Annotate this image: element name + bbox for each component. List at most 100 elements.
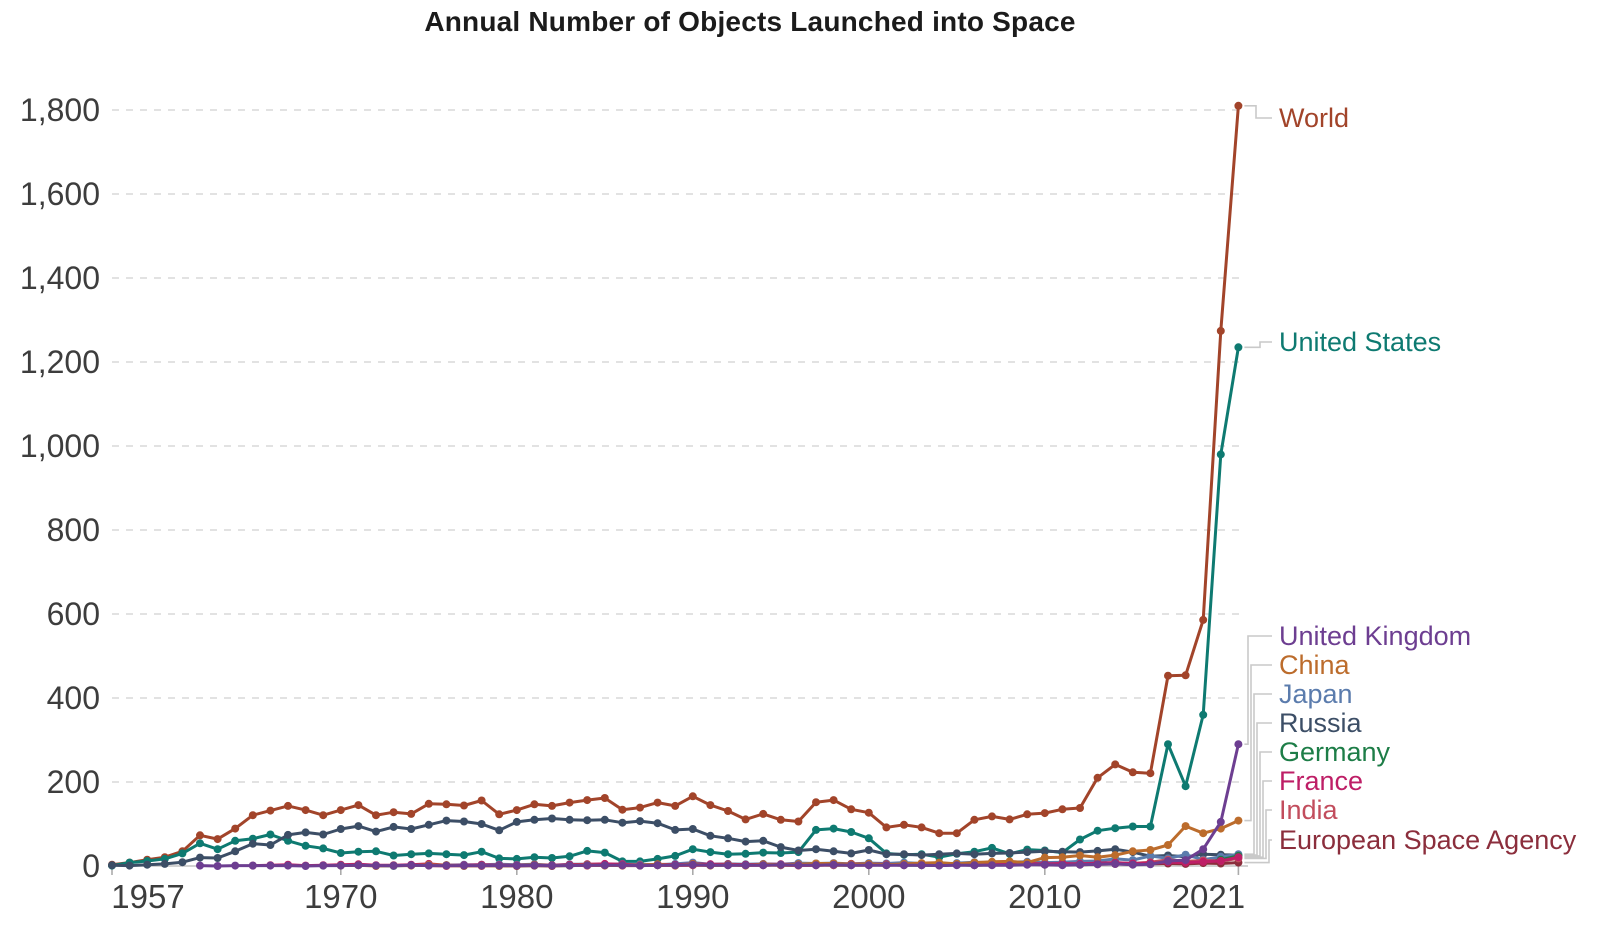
data-point-russia [160,859,169,868]
data-point-russia [442,816,451,825]
data-point-world [336,806,345,815]
data-point-russia [759,836,768,845]
data-point-united-kingdom [741,861,750,870]
data-point-united-states [671,851,680,860]
data-point-world [1023,810,1032,819]
legend-label-france[interactable]: France [1279,766,1363,796]
data-point-world [565,798,574,807]
data-point-united-states [1111,824,1120,833]
data-point-united-states [319,844,328,853]
legend-label-germany[interactable]: Germany [1279,737,1391,767]
x-tick-label: 1980 [480,878,553,915]
data-point-russia [917,851,926,860]
x-tick-label: 1990 [656,878,729,915]
data-point-united-kingdom [495,861,504,870]
data-point-world [741,815,750,824]
data-point-world [952,829,961,838]
data-point-united-states [442,850,451,859]
data-point-world [917,823,926,832]
data-point-united-states [389,851,398,860]
legend-connector-china [1244,664,1272,822]
data-point-world [284,801,292,810]
x-tick-label: 1957 [111,878,184,915]
data-point-united-kingdom [917,861,926,870]
y-tick-label: 1,600 [20,176,100,212]
data-point-united-kingdom [424,861,433,870]
legend-label-world[interactable]: World [1279,103,1349,133]
y-tick-label: 600 [47,596,100,632]
data-point-world [600,794,609,802]
data-point-russia [108,861,116,870]
legend-label-united-states[interactable]: United States [1279,327,1441,357]
data-point-russia [407,825,416,833]
data-point-world [882,823,891,832]
data-point-united-kingdom [706,861,715,870]
data-point-united-states [495,854,504,863]
data-point-russia [1005,849,1014,857]
data-point-united-states [1234,343,1243,352]
data-point-united-states [213,845,222,854]
data-point-france [1216,857,1225,865]
data-point-russia [706,831,715,840]
data-point-united-kingdom [565,861,574,870]
data-point-russia [882,850,891,859]
data-point-united-kingdom [1199,845,1208,854]
y-tick-label: 1,200 [20,344,100,380]
legend-connector-germany [1244,751,1272,857]
data-point-united-kingdom [935,861,944,870]
x-tick-label: 2010 [1008,878,1081,915]
data-point-world [759,809,768,818]
legend-label-india[interactable]: India [1279,795,1339,825]
data-point-united-kingdom [847,861,856,870]
data-point-united-states [1146,822,1155,831]
data-point-world [372,811,380,820]
data-point-united-kingdom [442,861,451,870]
legend-label-united-kingdom[interactable]: United Kingdom [1279,621,1471,651]
data-point-russia [196,853,204,862]
data-point-world [1040,809,1049,818]
data-point-united-kingdom [636,861,644,870]
data-point-world [653,798,662,807]
data-point-world [900,820,908,829]
data-point-united-states [424,849,433,858]
data-point-world [266,806,275,815]
data-point-russia [688,825,697,833]
data-point-united-kingdom [1234,740,1243,749]
legend-label-china[interactable]: China [1279,650,1351,680]
legend-connector-japan [1244,693,1272,855]
data-point-china [1181,822,1190,831]
data-point-united-kingdom [688,860,697,869]
data-point-world [706,801,715,810]
data-point-united-kingdom [1164,857,1172,865]
data-point-united-kingdom [319,861,328,870]
data-point-united-kingdom [988,861,996,870]
data-point-united-kingdom [900,861,908,870]
data-point-united-states [776,849,785,857]
legend-label-european-space-agency[interactable]: European Space Agency [1279,825,1577,855]
data-point-united-states [1199,710,1208,719]
data-point-united-kingdom [301,862,310,870]
data-point-world [671,801,680,810]
data-point-china [1164,841,1172,849]
x-tick-label: 2000 [832,878,905,915]
legend-label-russia[interactable]: Russia [1279,708,1363,738]
data-point-world [1234,101,1243,110]
data-point-world [864,808,873,817]
data-point-world [988,812,996,821]
data-point-world [389,808,398,817]
data-point-united-states [178,849,187,858]
data-point-united-states [741,849,750,858]
y-tick-label: 200 [47,764,100,800]
data-point-russia [583,816,592,825]
data-point-world [935,829,944,838]
data-point-united-kingdom [600,861,609,870]
data-point-united-states [706,848,715,857]
legend-label-japan[interactable]: Japan [1279,679,1353,709]
data-point-russia [319,830,328,839]
data-point-united-kingdom [952,861,961,870]
data-point-russia [354,822,363,831]
y-tick-label: 400 [47,680,100,716]
data-point-united-kingdom [266,861,275,870]
